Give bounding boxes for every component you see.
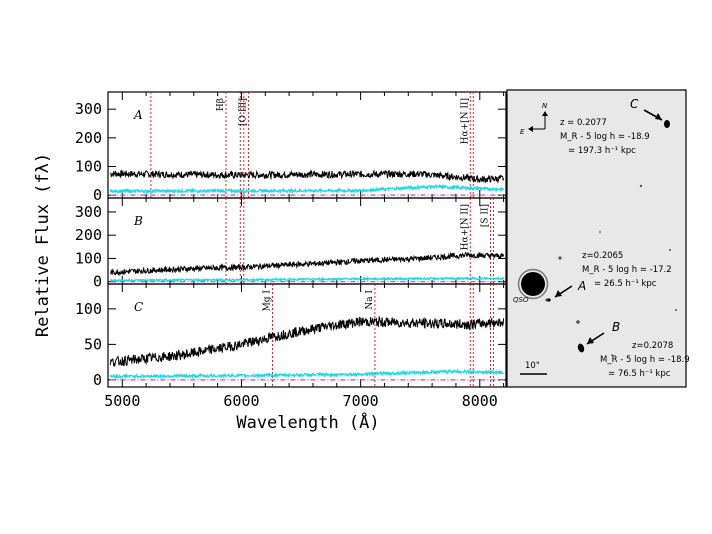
series-sky [109,275,505,283]
compass-north-label: N [542,102,548,110]
x-tick-label: 8000 [462,392,498,410]
galaxy-c-mag: M_R - 5 log h = -18.9 [560,132,650,142]
emission-line-label: [O III] [239,98,249,126]
panel-A: 0 100 200 300 Hβ [O III] Hα+[N II] A [75,91,507,204]
emission-line-label: Hα+[N II] [460,204,470,250]
panel-frame [107,91,507,199]
y-tick-label: 300 [75,100,102,118]
field-star [558,256,562,260]
galaxy-a-mag: M_R - 5 log h = -17.2 [582,265,672,275]
y-tick-label: 0 [93,371,102,389]
spectra-panels: 0 100 200 300 Hβ [O III] Hα+[N II] A 0 100 200 300 H… [75,91,507,410]
x-tick-label: 6000 [223,392,259,410]
x-tick-label: 7000 [343,392,379,410]
y-tick-label: 100 [75,157,102,175]
arrow-b-head [587,337,594,344]
y-tick-label: 100 [75,249,102,267]
x-tick-label: 5000 [104,392,140,410]
scale-bar-label: 10" [525,361,540,371]
compass-north-head [542,111,548,116]
arrow-c-head [655,113,662,120]
field-star [611,354,613,356]
series-spectrum [110,169,505,184]
emission-line-label: Na I [365,290,375,310]
field-star [675,309,677,311]
emission-line-label: [S II] [481,204,491,227]
galaxy-a-letter: A [577,279,586,293]
galaxy-b-dist: = 76.5 h⁻¹ kpc [608,369,671,379]
y-tick-label: 100 [75,300,102,318]
panel-letter: B [133,214,143,228]
galaxy-a [547,298,551,302]
galaxy-a-dist: = 26.5 h⁻¹ kpc [594,279,657,289]
galaxy-c-z: z = 0.2077 [560,118,607,128]
series-spectrum [109,315,505,367]
image-panel: QSO C z = 0.2077 M_R - 5 log h = -18.9 =… [506,89,690,388]
galaxy-c-letter: C [630,97,639,111]
emission-line-label: Hα+[N II] [460,98,470,144]
series-spectrum [110,251,505,277]
x-axis-label: Wavelength (Å) [236,411,379,433]
galaxy-c [664,120,670,128]
series-sky [109,367,504,380]
panel-B: 0 100 200 300 Hα+[N II] [S II] B [75,197,507,291]
arrow-a-head [555,290,562,297]
compass-east-head [528,126,533,132]
emission-line-label: Mg I [262,290,272,312]
qso-halo [517,268,549,300]
compass-east-label: E [520,128,525,136]
qso-label: QSO [513,296,529,304]
y-tick-label: 0 [93,186,102,204]
y-axis-label: Relative Flux (fλ) [33,153,53,337]
panel-letter: A [133,108,143,122]
panel-C: 0 50 100 Mg I Na I C [75,283,507,389]
galaxy-a-z: z=0.2065 [582,251,623,261]
series-sky [109,183,505,195]
y-tick-label: 50 [84,335,102,353]
galaxy-c-dist: = 197.3 h⁻¹ kpc [568,146,636,156]
qso-source [521,272,545,296]
emission-line-label: Hβ [216,98,226,111]
galaxy-b-letter: B [612,320,620,334]
y-tick-label: 200 [75,226,102,244]
field-star [599,231,601,233]
field-star [576,320,580,324]
galaxy-b-z: z=0.2078 [632,341,673,351]
y-tick-label: 300 [75,203,102,221]
galaxy-b [577,343,585,353]
galaxy-b-mag: M_R - 5 log h = -18.9 [600,355,690,365]
y-tick-label: 200 [75,129,102,147]
panel-letter: C [134,300,143,314]
field-star [669,249,671,251]
field-star [639,184,643,188]
y-tick-label: 0 [93,273,102,291]
panel-frame [107,283,507,388]
